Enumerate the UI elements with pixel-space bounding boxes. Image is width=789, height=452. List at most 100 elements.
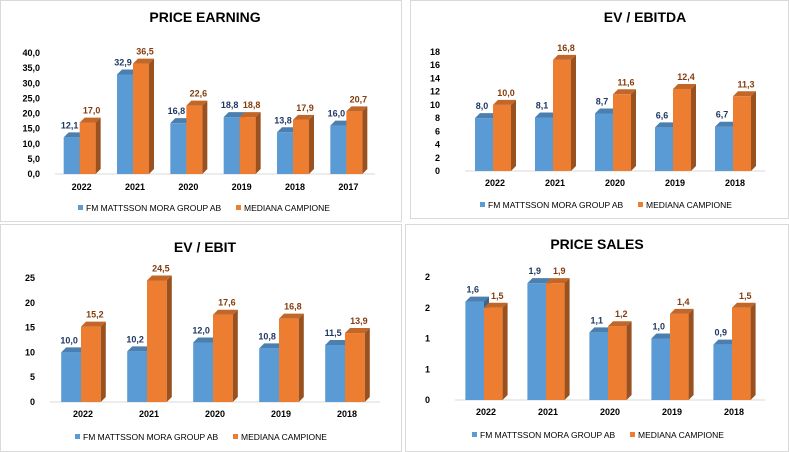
bar-mediana [239, 112, 261, 174]
y-tick-label: 0 [30, 397, 35, 407]
x-tick-label: 2018 [285, 182, 305, 192]
bar-mediana [147, 275, 172, 402]
chart-title: PRICE EARNING [149, 9, 260, 25]
x-tick-label: 2022 [72, 182, 92, 192]
y-tick-label: 15 [25, 323, 35, 333]
x-tick-label: 2020 [605, 178, 625, 188]
chart-title: EV / EBIT [174, 239, 237, 255]
data-label: 6,7 [716, 110, 729, 120]
x-tick-label: 2021 [545, 178, 565, 188]
data-label: 18,8 [243, 100, 261, 110]
data-label: 10,8 [258, 331, 276, 341]
y-tick-label: 16 [430, 60, 440, 70]
data-label: 12,1 [61, 120, 79, 130]
y-tick-label: 10,0 [22, 139, 40, 149]
data-label: 16,0 [328, 109, 346, 119]
bar-mediana [608, 321, 632, 400]
legend-entry: MEDIANA CAMPIONE [241, 432, 327, 442]
bar-mediana [133, 58, 154, 174]
data-label: 17,9 [296, 103, 314, 113]
data-label: 1,9 [553, 266, 566, 276]
data-label: 36,5 [136, 47, 154, 57]
x-tick-label: 2022 [476, 407, 496, 417]
bar-mediana [553, 54, 576, 171]
y-tick-label: 0 [425, 395, 430, 405]
y-tick-label: 15,0 [22, 124, 40, 134]
y-tick-label: 1 [425, 334, 430, 344]
data-label: 11,3 [737, 79, 754, 89]
y-tick-label: 2 [425, 303, 430, 313]
data-label: 8,7 [596, 96, 609, 106]
legend-entry: MEDIANA CAMPIONE [638, 430, 724, 440]
x-tick-label: 2020 [205, 409, 225, 419]
y-tick-label: 40,0 [22, 48, 40, 58]
x-tick-label: 2018 [724, 407, 744, 417]
x-tick-label: 2021 [125, 182, 145, 192]
legend-swatch [75, 434, 80, 439]
data-label: 1,5 [491, 291, 504, 301]
legend-entry: FM MATTSSON MORA GROUP AB [488, 200, 624, 210]
data-label: 17,0 [83, 106, 101, 116]
bar-mediana [293, 114, 314, 174]
legend-entry: FM MATTSSON MORA GROUP AB [83, 432, 219, 442]
x-tick-label: 2018 [725, 178, 745, 188]
legend-entry: FM MATTSSON MORA GROUP AB [86, 203, 222, 213]
y-tick-label: 18 [430, 47, 440, 57]
chart-title: PRICE SALES [550, 236, 643, 252]
bar-mediana [670, 308, 694, 400]
data-label: 10,0 [60, 335, 78, 345]
y-tick-label: 25 [25, 273, 35, 283]
x-tick-label: 2020 [600, 407, 620, 417]
x-tick-label: 2019 [232, 182, 252, 192]
y-tick-label: 10 [25, 347, 35, 357]
data-label: 16,8 [284, 302, 302, 312]
legend-swatch [630, 432, 635, 437]
data-label: 10,2 [126, 334, 144, 344]
x-tick-label: 2019 [662, 407, 682, 417]
chart-title: EV / EBITDA [604, 9, 686, 25]
data-label: 20,7 [350, 94, 368, 104]
bar-mediana [345, 328, 370, 402]
chart-0: PRICE EARNING 0,0 5,0 10,0 15,0 20,0 25,0 30,0 3… [22, 9, 375, 213]
x-tick-label: 2019 [271, 409, 291, 419]
data-label: 32,9 [114, 57, 132, 67]
bar-mediana [613, 89, 636, 171]
legend-swatch [480, 202, 485, 207]
y-tick-label: 25,0 [22, 93, 40, 103]
data-label: 24,5 [152, 263, 170, 273]
data-label: 18,8 [221, 100, 239, 110]
y-tick-label: 5 [30, 372, 35, 382]
bar-mediana [733, 91, 756, 171]
chart-2: EV / EBIT 0 5 10 15 20 25 2022 10,0 15,2 2021 10,2 2… [25, 239, 380, 442]
data-label: 13,8 [274, 115, 292, 125]
bar-mediana [484, 302, 508, 400]
legend-swatch [638, 202, 643, 207]
data-label: 0,9 [714, 328, 727, 338]
x-tick-label: 2019 [665, 178, 685, 188]
data-label: 6,6 [656, 110, 669, 120]
legend-swatch [472, 432, 477, 437]
data-label: 12,0 [192, 325, 210, 335]
x-tick-label: 2022 [73, 409, 93, 419]
legend-entry: MEDIANA CAMPIONE [244, 203, 330, 213]
x-tick-label: 2022 [485, 178, 505, 188]
x-tick-label: 2018 [337, 409, 357, 419]
y-tick-label: 20 [25, 298, 35, 308]
bar-mediana [186, 100, 208, 174]
data-label: 8,0 [476, 101, 489, 111]
data-label: 16,8 [168, 106, 186, 116]
chart-3: PRICE SALES 0 1 1 2 2 2022 1,6 1,5 2021 1,9 1,9 2020… [425, 236, 765, 440]
bar-mediana [673, 84, 696, 171]
data-label: 15,2 [86, 310, 104, 320]
data-label: 1,0 [652, 322, 665, 332]
data-label: 1,9 [528, 266, 541, 276]
legend-entry: MEDIANA CAMPIONE [646, 200, 732, 210]
data-label: 1,6 [466, 285, 479, 295]
data-label: 8,1 [536, 100, 549, 110]
chart-1: EV / EBITDA 0 2 4 6 8 10 12 14 16 18 2022 8,0 10,0 202… [430, 9, 765, 210]
y-tick-label: 20,0 [22, 109, 40, 119]
y-tick-label: 8 [435, 113, 440, 123]
data-label: 11,6 [617, 77, 634, 87]
y-tick-label: 6 [435, 126, 440, 136]
